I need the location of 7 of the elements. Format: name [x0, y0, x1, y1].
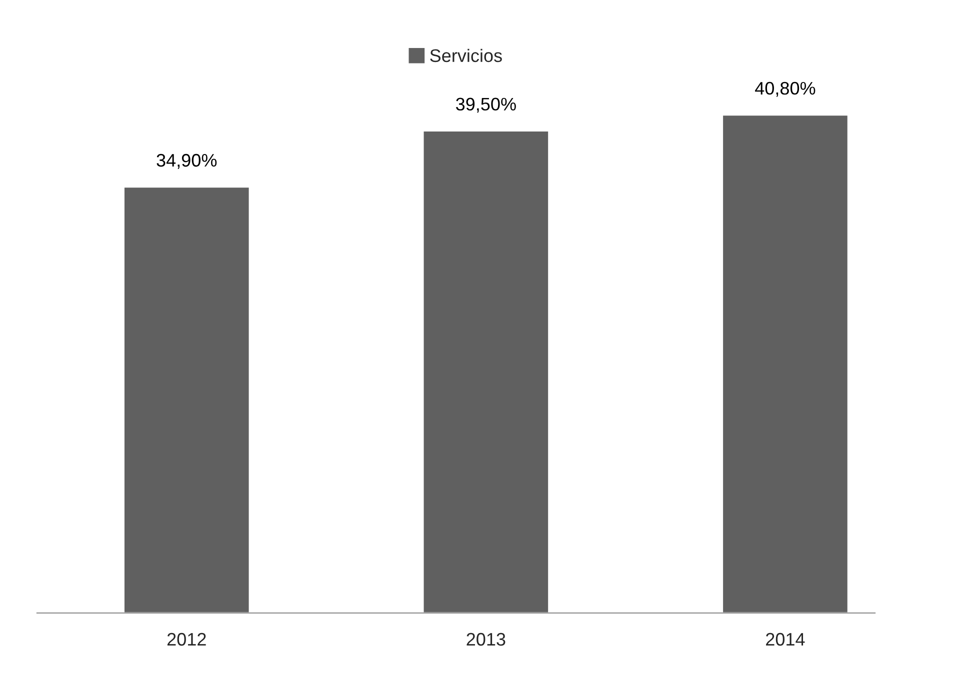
x-tick-label: 2014 [766, 632, 805, 646]
data-label: 34,90% [156, 154, 217, 169]
legend-label: Servicios [430, 48, 502, 62]
data-label: 40,80% [755, 82, 816, 97]
data-label: 39,50% [456, 98, 516, 113]
x-tick-label: 2013 [466, 632, 506, 646]
x-tick-label: 2012 [167, 632, 206, 646]
